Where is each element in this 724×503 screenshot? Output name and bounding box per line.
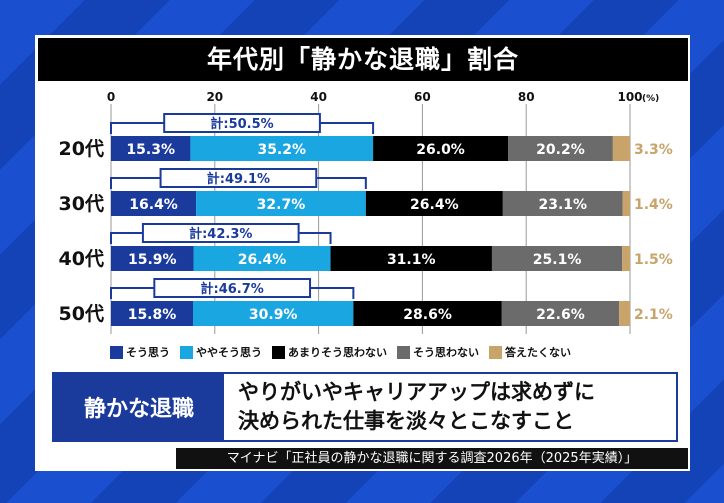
data-label: 1.4% (634, 197, 673, 213)
total-label: 計:46.7% (201, 281, 264, 297)
x-tick-label: 80 (518, 90, 535, 104)
definition-line-1: やりがいやキャリアアップは求めずに (238, 380, 595, 404)
bar-segment (111, 301, 194, 326)
source-caption: マイナビ「正社員の静かな退職に関する調査2026年（2025年実績）」 (176, 448, 688, 469)
data-label: 26.0% (416, 142, 465, 158)
data-label: 31.1% (387, 252, 436, 268)
bar-segment (330, 246, 492, 271)
legend-label: 答えたくない (505, 346, 571, 359)
bar-segment (502, 191, 623, 216)
legend-label: ややそう思う (196, 346, 262, 359)
definition-line-2: 決められた仕事を淡々とこなすこと (238, 409, 574, 433)
total-label-box (159, 168, 318, 188)
total-label-box (141, 223, 300, 243)
total-label-box (153, 278, 312, 298)
legend-swatch (397, 345, 410, 359)
x-tick-label: 0 (107, 90, 115, 104)
legend-label: あまりそう思わない (288, 346, 387, 359)
data-label: 28.6% (403, 307, 452, 323)
bar-segment (193, 246, 331, 271)
data-label: 26.4% (238, 252, 287, 268)
data-label: 26.4% (410, 197, 459, 213)
legend-swatch (110, 345, 123, 359)
bar-segment (619, 301, 630, 326)
bar-segment (612, 136, 630, 161)
data-label: 16.4% (129, 197, 178, 213)
data-label: 25.1% (533, 252, 582, 268)
data-label: 15.3% (126, 142, 175, 158)
legend-swatch (489, 345, 502, 359)
category-label: 20代 (59, 138, 104, 160)
data-label: 22.6% (536, 307, 585, 323)
bar-segment (365, 191, 503, 216)
bar-segment (622, 246, 630, 271)
legend-item: そう思わない (397, 344, 479, 360)
total-label: 計:50.5% (210, 116, 273, 132)
data-label: 2.1% (634, 307, 673, 323)
x-tick-label: 20 (206, 90, 223, 104)
data-label: 3.3% (634, 142, 673, 158)
definition-box: 静かな退職 やりがいやキャリアアップは求めずに 決められた仕事を淡々とこなすこと (52, 372, 678, 442)
bar-segment (373, 136, 509, 161)
bar-segment (353, 301, 502, 326)
data-label: 20.2% (536, 142, 585, 158)
total-label-box (163, 113, 321, 133)
data-label: 32.7% (257, 197, 306, 213)
definition-description: やりがいやキャリアアップは求めずに 決められた仕事を淡々とこなすこと (224, 374, 676, 440)
bar-segment (196, 191, 366, 216)
data-label: 23.1% (539, 197, 588, 213)
bar-segment (501, 301, 620, 326)
bar-segment (111, 191, 197, 216)
category-label: 50代 (59, 303, 104, 325)
legend-item: そう思う (110, 344, 170, 360)
total-label: 計:49.1% (207, 171, 270, 187)
legend: そう思う ややそう思う あまりそう思わない そう思わない 答えたくない (110, 344, 571, 360)
unit-label: (%) (642, 94, 659, 104)
legend-item: ややそう思う (180, 344, 262, 360)
data-label: 35.2% (257, 142, 306, 158)
legend-label: そう思わない (413, 346, 479, 359)
data-label: 15.9% (128, 252, 177, 268)
category-label: 30代 (59, 193, 104, 215)
bar-segment (491, 246, 623, 271)
data-label: 30.9% (249, 307, 298, 323)
chart-title: 年代別「静かな退職」割合 (38, 38, 688, 81)
bar-segment (111, 136, 191, 161)
definition-term: 静かな退職 (54, 374, 224, 440)
bar-segment (190, 136, 374, 161)
legend-swatch (180, 345, 193, 359)
legend-swatch (272, 345, 285, 359)
legend-label: そう思う (126, 346, 170, 359)
legend-item: あまりそう思わない (272, 344, 387, 360)
data-label: 15.8% (128, 307, 177, 323)
x-tick-label: 60 (414, 90, 431, 104)
x-tick-label: 100 (617, 90, 642, 104)
category-label: 40代 (59, 248, 104, 270)
total-label: 計:42.3% (189, 226, 252, 242)
data-label: 1.5% (634, 252, 673, 268)
x-tick-label: 40 (310, 90, 327, 104)
legend-item: 答えたくない (489, 344, 571, 360)
bar-segment (193, 301, 354, 326)
bar-segment (111, 246, 194, 271)
bar-segment (508, 136, 613, 161)
bar-segment (622, 191, 630, 216)
